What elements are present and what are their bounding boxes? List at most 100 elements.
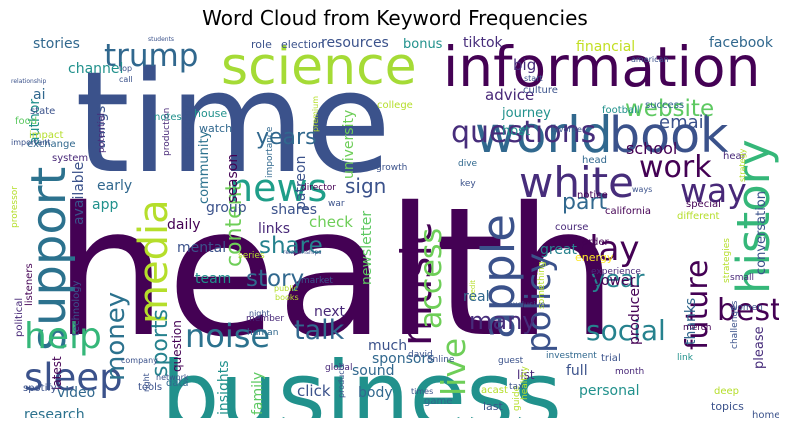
word-live: live — [434, 337, 473, 396]
word-online: online — [427, 355, 455, 365]
word-university: university — [341, 109, 357, 179]
word-football: football — [602, 105, 640, 116]
word-part: part — [562, 190, 608, 215]
word-small: small — [730, 273, 754, 283]
word-daily: daily — [167, 217, 201, 233]
word-business: business — [161, 342, 562, 419]
word-professor: professor — [11, 185, 20, 228]
word-power: power — [592, 273, 636, 289]
word-family: family — [250, 371, 266, 415]
word-information: information — [443, 35, 761, 99]
word-acast: acast — [481, 385, 508, 396]
word-personal: personal — [579, 383, 640, 399]
word-public: public — [274, 284, 299, 293]
word-relationship: relationship — [11, 78, 47, 85]
word-journey: journey — [502, 106, 551, 121]
word-sleep: sleep — [24, 356, 123, 399]
word-talk: talk — [294, 315, 345, 346]
word-last: last — [483, 400, 503, 413]
word-tax: tax — [509, 382, 524, 392]
word-energy: energy — [575, 251, 614, 264]
word-growth: growth — [376, 163, 408, 173]
word-listeners: listeners — [24, 263, 35, 306]
word-check: check — [309, 213, 353, 231]
word-available: available — [71, 161, 87, 225]
word-impact: impact — [29, 130, 64, 141]
word-channel: channel — [68, 61, 124, 77]
word-facebook: facebook — [709, 35, 773, 51]
word-series: series — [238, 251, 265, 261]
word-election: election — [281, 38, 325, 51]
word-way: way — [680, 171, 747, 210]
word-relationships: relationships — [283, 249, 322, 256]
word-day: day — [577, 229, 640, 269]
word-exchange: exchange — [27, 139, 76, 150]
word-question: question — [170, 320, 184, 372]
word-body: body — [358, 385, 393, 401]
word-years: years — [256, 125, 317, 150]
word-work: work — [639, 150, 712, 185]
word-strategy: strategy — [738, 148, 747, 182]
word-money: money — [101, 291, 131, 381]
word-different: different — [677, 211, 720, 222]
word-credit: credit — [469, 279, 477, 300]
word-topics: topics — [711, 400, 744, 413]
word-share: share — [259, 233, 323, 259]
word-college: college — [377, 100, 413, 111]
word-trial: trial — [601, 353, 621, 364]
word-potential: potential — [97, 112, 107, 153]
word-science: science — [221, 37, 417, 97]
word-food: food — [15, 116, 38, 127]
word-year: year — [591, 265, 645, 293]
word-website: website — [625, 96, 715, 122]
word-advice: advice — [485, 86, 535, 104]
word-sports: sports — [148, 308, 173, 377]
word-month: month — [615, 367, 645, 377]
word-click: click — [297, 382, 331, 400]
word-notice: notice — [577, 190, 608, 201]
word-tiktok: tiktok — [463, 35, 503, 51]
word-important: important — [11, 138, 51, 147]
word-company: company — [121, 356, 158, 365]
word-community: community — [197, 130, 212, 204]
word-premium: premium — [311, 96, 320, 132]
word-time: time — [75, 42, 392, 205]
word-books: books — [275, 293, 299, 302]
word-big: big — [513, 56, 537, 74]
word-research: research — [24, 407, 85, 418]
word-order: order — [582, 237, 609, 248]
word-email: email — [659, 112, 709, 133]
word-great: great — [540, 242, 578, 258]
word-questions: questions — [451, 115, 597, 150]
word-insights: insights — [216, 360, 232, 416]
word-noise: noise — [185, 317, 271, 355]
word-deep: deep — [714, 386, 739, 397]
word-home: home — [752, 410, 779, 419]
word-access: access — [414, 227, 449, 329]
word-california: california — [605, 206, 652, 217]
word-sponsors: sponsors — [372, 351, 435, 367]
word-mental: mental — [177, 240, 227, 256]
word-exclusive: exclusive — [508, 300, 546, 309]
word-success: success — [645, 100, 685, 111]
word-culture: culture — [523, 85, 558, 96]
word-top: top — [119, 64, 133, 73]
word-state: state — [30, 106, 56, 117]
word-newsletter: newsletter — [359, 210, 375, 285]
word-conversation: conversation — [754, 190, 769, 275]
word-human: human — [247, 328, 279, 338]
word-notes: notes — [154, 112, 182, 123]
word-night: night — [249, 309, 270, 318]
word-guest: guest — [498, 356, 524, 366]
word-app: app — [92, 197, 119, 213]
word-american: american — [631, 55, 669, 64]
word-financial: financial — [576, 39, 636, 55]
word-women: women — [730, 303, 763, 313]
word-director: director — [301, 183, 336, 193]
word-data: data — [166, 378, 189, 389]
word-sound: sound — [352, 363, 395, 379]
word-game: game — [424, 396, 453, 407]
word-member: member — [246, 314, 285, 324]
word-experience: experience — [591, 267, 641, 277]
word-ways: ways — [632, 185, 653, 194]
